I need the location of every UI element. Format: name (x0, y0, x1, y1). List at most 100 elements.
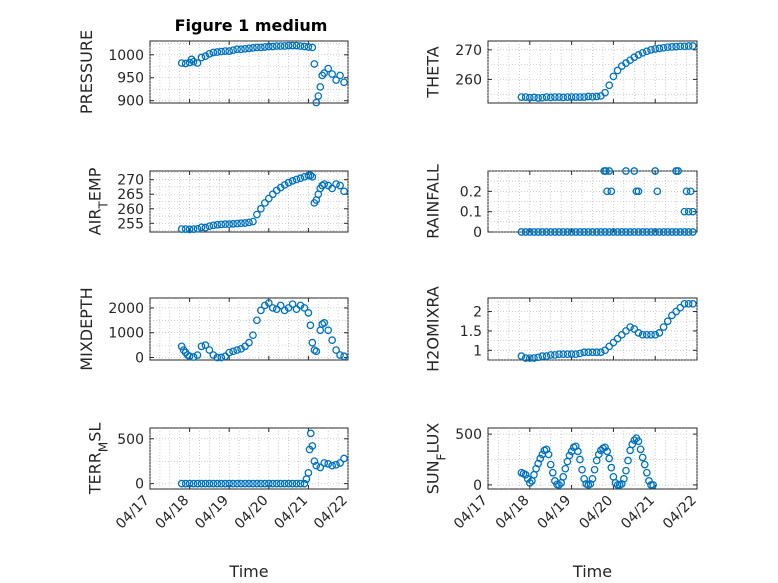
data-point (521, 228, 530, 236)
data-point (249, 44, 257, 52)
data-point (584, 348, 593, 357)
data-point (328, 461, 337, 470)
data-point (280, 479, 289, 488)
data-point (651, 228, 660, 236)
data-point (555, 350, 563, 359)
subplot-rainfall: 0 0.1 0.2 RAINFALL (424, 164, 698, 241)
subplot-mixdepth: 0 1000 2000 MIXDEPTH (77, 287, 349, 371)
data-point (628, 440, 637, 449)
data-point (237, 479, 245, 488)
x-tick-label: 04/22 (660, 493, 700, 533)
data-point (225, 479, 234, 488)
data-point (619, 474, 628, 483)
data-point (310, 60, 319, 68)
data-point (217, 47, 226, 56)
data-point (205, 346, 214, 354)
data-point (225, 220, 234, 229)
data-point (284, 178, 293, 187)
data-point (647, 330, 655, 339)
data-point (257, 479, 265, 488)
data-point (651, 330, 660, 339)
data-point (613, 334, 622, 343)
data-point (546, 460, 555, 469)
data-point (542, 352, 551, 360)
y-tick-label: 0 (135, 351, 144, 367)
data-point (233, 479, 241, 488)
data-point (193, 59, 202, 67)
data-point (551, 228, 559, 236)
data-point (324, 64, 333, 73)
data-point (674, 167, 683, 175)
data-point (636, 445, 645, 454)
data-point (601, 443, 609, 452)
data-point (672, 228, 680, 236)
data-point (592, 348, 601, 357)
data-point (288, 300, 297, 309)
data-point (296, 174, 305, 183)
data-point (205, 222, 214, 231)
data-point (193, 479, 202, 488)
data-point (634, 228, 643, 236)
y-tick-label: 2000 (108, 301, 144, 317)
x-tick-label: 04/17 (451, 493, 491, 533)
data-point (308, 338, 317, 347)
data-point (229, 46, 238, 55)
data-point (221, 47, 230, 55)
data-point (576, 228, 584, 236)
data-point (187, 55, 196, 64)
data-point (288, 177, 297, 185)
data-point (300, 42, 309, 51)
data-point (525, 93, 534, 102)
y-tick-label: 950 (117, 71, 144, 87)
data-point (197, 479, 206, 488)
x-axis-label: Time (228, 562, 268, 581)
x-axis-label: Time (572, 562, 612, 581)
data-point (626, 323, 634, 331)
x-tick-label: 04/21 (618, 493, 658, 533)
data-point (177, 225, 186, 233)
data-point (181, 225, 190, 233)
data-point (563, 93, 572, 101)
data-point (521, 470, 530, 479)
data-point (525, 479, 534, 487)
data-point (209, 479, 218, 488)
data-point (340, 454, 348, 463)
data-point (663, 317, 672, 326)
data-point (538, 93, 547, 102)
data-point (538, 228, 547, 236)
data-point (542, 93, 551, 101)
data-point (602, 167, 610, 175)
data-point (588, 228, 597, 236)
data-point (622, 228, 630, 236)
data-point (630, 53, 639, 62)
data-point (332, 76, 340, 84)
data-point (559, 472, 568, 481)
data-point (688, 207, 697, 216)
data-point (233, 346, 241, 354)
subplot-h2omixra: 1 1.5 2 H2OMIXRA (424, 286, 698, 372)
data-point (332, 460, 340, 469)
data-point (659, 323, 668, 331)
y-tick-label: 1.5 (460, 324, 482, 340)
data-point (276, 42, 285, 50)
data-point (193, 351, 202, 359)
data-point (605, 342, 614, 351)
data-point (613, 228, 622, 236)
data-point (546, 351, 555, 359)
data-point (197, 53, 206, 62)
y-tick-label: 0 (135, 477, 144, 493)
data-point (645, 477, 653, 485)
data-point (306, 429, 315, 438)
data-point (181, 479, 190, 488)
data-point (284, 479, 293, 488)
y-tick-label: 2 (473, 305, 482, 321)
data-point (578, 465, 586, 474)
data-point (534, 353, 543, 362)
data-point (680, 207, 689, 216)
y-axis-label: PRESSURE (77, 30, 96, 114)
data-point (314, 92, 323, 100)
data-point (253, 479, 261, 488)
data-point (264, 299, 273, 307)
data-point (580, 228, 588, 236)
data-point (605, 228, 614, 236)
